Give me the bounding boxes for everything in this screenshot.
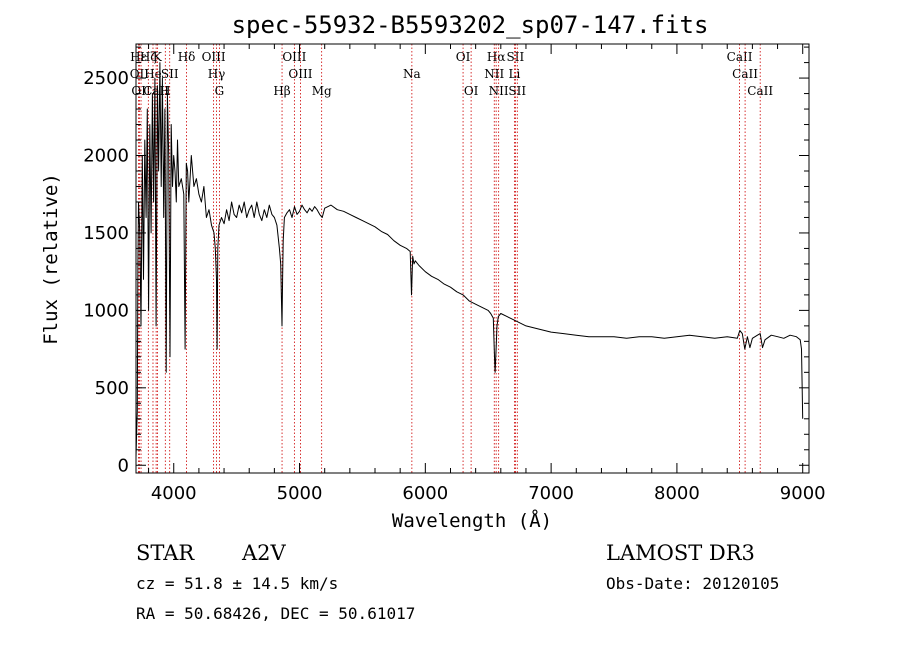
spectral-line-label: Li — [508, 67, 520, 81]
spectral-line-label: Hγ — [208, 67, 226, 81]
x-tick-label: 6000 — [402, 483, 448, 504]
spectral-line-label: Hα — [487, 50, 506, 64]
spectral-line-label: SII — [508, 84, 526, 98]
x-tick-label: 9000 — [780, 483, 826, 504]
spectral-line-label: OIII — [288, 67, 312, 81]
x-axis-label: Wavelength (Å) — [392, 509, 552, 532]
ra-dec: RA = 50.68426, DEC = 50.61017 — [136, 604, 415, 623]
spectral-line-label: NII — [489, 84, 509, 98]
x-tick-label: 4000 — [151, 483, 197, 504]
y-ticks: 0 500 1000 1500 2000 2500 — [83, 46, 809, 476]
spectral-line-label: OII — [130, 67, 150, 81]
spectral-line-label: Hβ — [273, 84, 290, 98]
spectral-line-label: OI — [464, 84, 479, 98]
spectral-line-label: NII — [484, 67, 504, 81]
spectral-line-label: SII — [161, 67, 179, 81]
y-tick-label: 1500 — [83, 223, 129, 244]
spectrum-layer — [135, 62, 804, 458]
spectral-line-label: SII — [507, 50, 525, 64]
spectral-line-label: H — [160, 84, 170, 98]
spectral-line-label: Hε — [130, 50, 147, 64]
spectral-line-label: CaII — [732, 67, 758, 81]
spectral-line-label: OIII — [202, 50, 226, 64]
spectrum-series — [135, 62, 804, 458]
y-axis-label: Flux (relative) — [40, 173, 62, 345]
y-tick-label: 1000 — [83, 300, 129, 321]
spectral-line-label: K — [153, 50, 163, 64]
spectral-line-label: Mg — [312, 84, 332, 98]
spectral-line-label: OIII — [282, 50, 306, 64]
chart-title: spec-55932-B5593202_sp07-147.fits — [232, 11, 709, 39]
obs-date: Obs-Date: 20120105 — [606, 574, 779, 593]
spectral-line-label: He — [144, 67, 162, 81]
object-subclass: A2V — [241, 541, 287, 565]
redshift-cz: cz = 51.8 ± 14.5 km/s — [136, 574, 338, 593]
spectral-line-label: CaII — [727, 50, 753, 64]
spectral-line-label: G — [215, 84, 225, 98]
y-tick-label: 500 — [95, 378, 129, 399]
y-tick-label: 2000 — [83, 146, 129, 167]
x-tick-label: 7000 — [528, 483, 574, 504]
spectral-line-label: OI — [456, 50, 471, 64]
y-tick-label: 0 — [118, 455, 129, 476]
spectral-line-label: Hζ — [140, 50, 157, 64]
plot-frame — [135, 43, 810, 474]
object-class: STAR — [136, 541, 195, 565]
spectral-line-label: Hδ — [178, 50, 196, 64]
x-tick-label: 5000 — [277, 483, 323, 504]
spectral-line-label: Na — [403, 67, 421, 81]
x-ticks: 4000 5000 6000 7000 8000 9000 — [148, 44, 826, 504]
spectral-line-label: CaII — [747, 84, 773, 98]
survey-name: LAMOST DR3 — [606, 541, 755, 565]
y-tick-label: 2500 — [83, 68, 129, 89]
x-tick-label: 8000 — [654, 483, 700, 504]
